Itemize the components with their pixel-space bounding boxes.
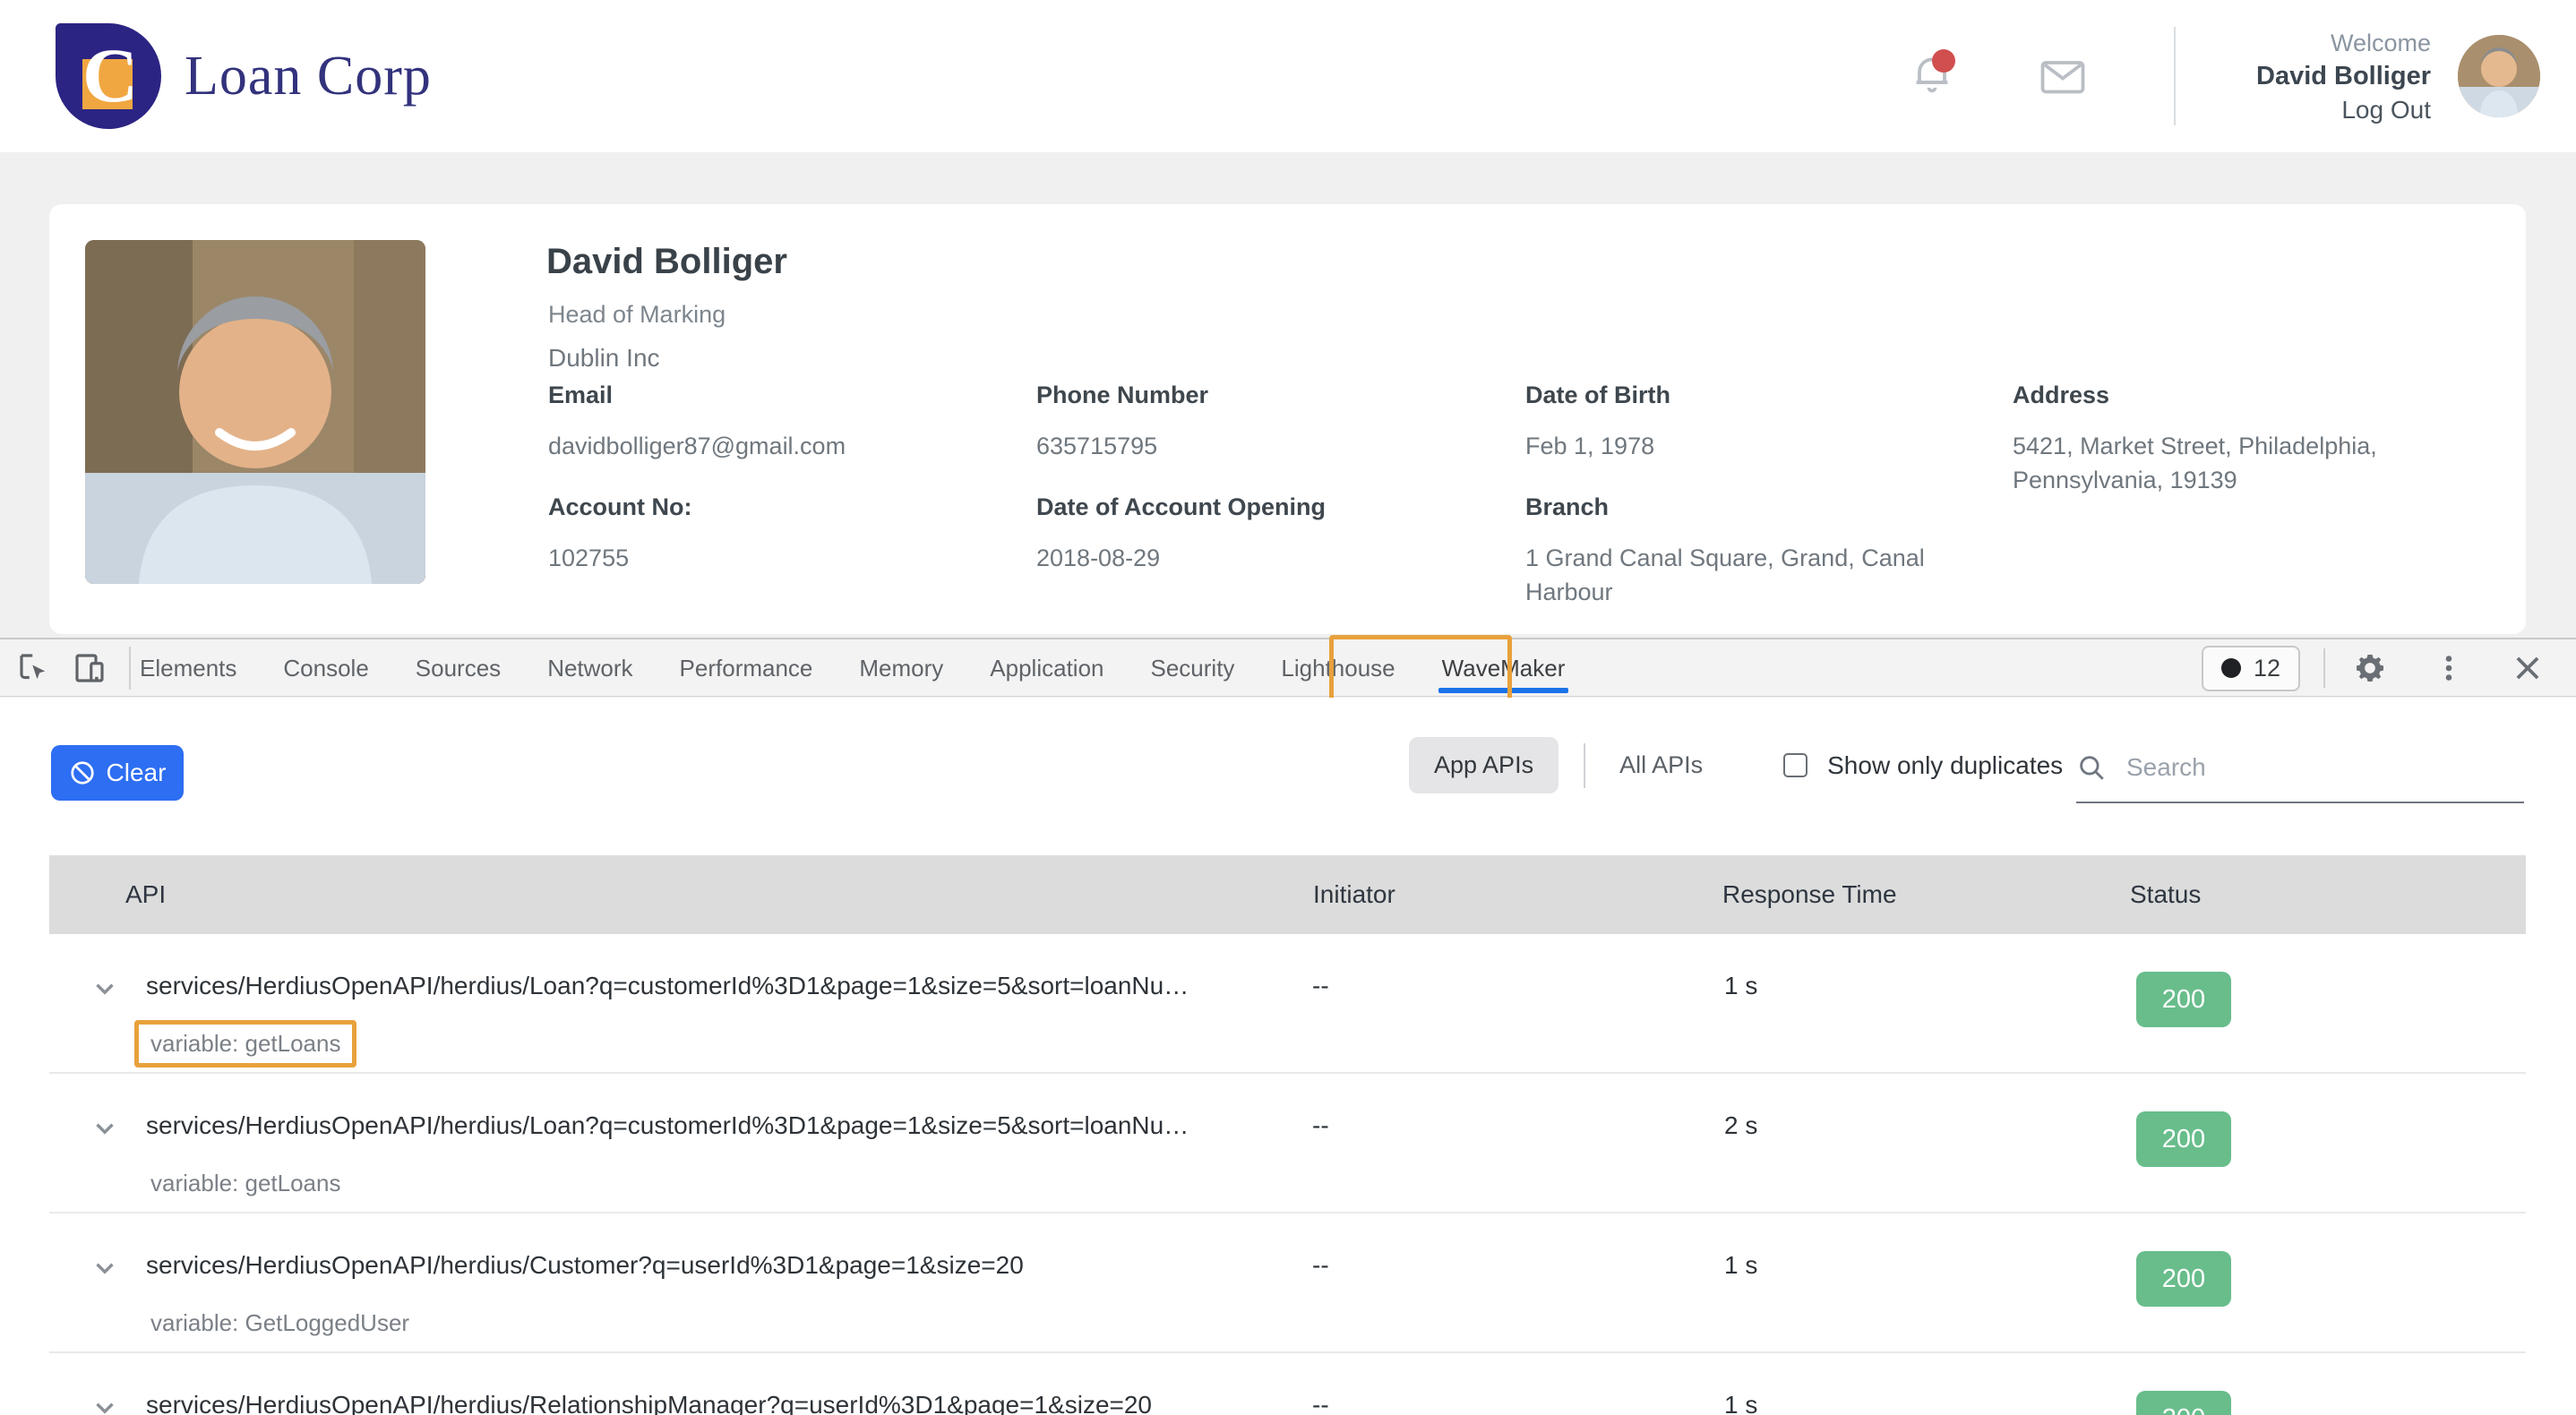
field-dob: Date of Birth Feb 1, 1978: [1525, 382, 1670, 459]
table-row[interactable]: services/HerdiusOpenAPI/herdius/Customer…: [49, 1213, 2526, 1353]
tab-performance[interactable]: Performance: [679, 654, 813, 682]
close-icon[interactable]: [2506, 647, 2549, 690]
api-variable: variable: GetLoggedUser: [150, 1309, 410, 1336]
chevron-down-icon[interactable]: [90, 1253, 120, 1288]
profile-photo: [85, 240, 425, 584]
inspect-element-icon[interactable]: [13, 647, 56, 690]
notifications-bell-icon[interactable]: [1903, 47, 1961, 105]
welcome-text: Welcome: [2330, 29, 2431, 56]
initiator-value: --: [1312, 1391, 1329, 1415]
devtools-tabs: Elements Console Sources Network Perform…: [116, 639, 1588, 697]
api-variable-annotated: variable: getLoans: [134, 1020, 357, 1068]
logout-link[interactable]: Log Out: [2341, 95, 2431, 124]
field-address: Address 5421, Market Street, Philadelphi…: [2013, 382, 2377, 493]
col-response-time: Response Time: [1722, 880, 1897, 908]
response-time-value: 1 s: [1724, 972, 1758, 999]
tab-lighthouse[interactable]: Lighthouse: [1281, 654, 1395, 682]
clear-button[interactable]: Clear: [51, 745, 184, 801]
response-time-value: 1 s: [1724, 1391, 1758, 1415]
search-input[interactable]: [2126, 753, 2485, 782]
mail-icon[interactable]: [2034, 47, 2091, 105]
field-branch: Branch 1 Grand Canal Square, Grand, Cana…: [1525, 493, 1925, 605]
response-time-value: 2 s: [1724, 1111, 1758, 1139]
initiator-value: --: [1312, 972, 1329, 999]
api-url: services/HerdiusOpenAPI/herdius/Customer…: [146, 1251, 1024, 1279]
api-url: services/HerdiusOpenAPI/herdius/Loan?q=c…: [146, 972, 1189, 999]
customer-profile-card: David Bolliger Head of Marking Dublin In…: [49, 204, 2526, 634]
initiator-value: --: [1312, 1111, 1329, 1139]
logo-icon: C: [56, 23, 161, 129]
chevron-down-icon[interactable]: [90, 1393, 120, 1415]
settings-gear-icon[interactable]: [2348, 647, 2391, 690]
api-table: API Initiator Response Time Status servi…: [49, 855, 2526, 1415]
status-badge: 200: [2136, 1251, 2231, 1307]
api-url: services/HerdiusOpenAPI/herdius/Loan?q=c…: [146, 1111, 1189, 1139]
chevron-down-icon[interactable]: [90, 1113, 120, 1148]
wavemaker-panel: Clear App APIs All APIs Show only duplic…: [0, 698, 2576, 1415]
table-row[interactable]: services/HerdiusOpenAPI/herdius/Loan?q=c…: [49, 934, 2526, 1074]
table-header: API Initiator Response Time Status: [49, 855, 2526, 934]
user-avatar[interactable]: [2458, 35, 2540, 117]
search-icon: [2080, 756, 2104, 780]
field-email: Email davidbolliger87@gmail.com: [548, 382, 846, 459]
field-account-opening: Date of Account Opening 2018-08-29: [1036, 493, 1326, 571]
tab-sources[interactable]: Sources: [415, 654, 502, 682]
initiator-value: --: [1312, 1251, 1329, 1279]
notification-dot: [1932, 49, 1955, 73]
col-initiator: Initiator: [1313, 880, 1395, 908]
header-divider: [2174, 27, 2176, 125]
filter-app-apis[interactable]: App APIs: [1409, 737, 1559, 793]
response-time-value: 1 s: [1724, 1251, 1758, 1279]
profile-name: David Bolliger: [546, 242, 787, 281]
tab-console[interactable]: Console: [283, 654, 369, 682]
tab-application[interactable]: Application: [990, 654, 1104, 682]
record-dot-icon: [2220, 658, 2241, 678]
chevron-down-icon[interactable]: [90, 973, 120, 1008]
api-variable: variable: getLoans: [150, 1170, 341, 1196]
toolbar-divider: [129, 647, 131, 690]
tab-network[interactable]: Network: [547, 654, 633, 682]
status-badge: 200: [2136, 972, 2231, 1027]
tab-security[interactable]: Security: [1150, 654, 1235, 682]
table-row[interactable]: services/HerdiusOpenAPI/herdius/Relation…: [49, 1353, 2526, 1415]
profile-company: Dublin Inc: [548, 344, 660, 372]
status-badge: 200: [2136, 1391, 2231, 1415]
logo[interactable]: C Loan Corp: [56, 23, 432, 129]
tab-wavemaker[interactable]: WaveMaker: [1419, 639, 1589, 697]
show-duplicates-toggle[interactable]: Show only duplicates: [1783, 751, 2063, 780]
table-row[interactable]: services/HerdiusOpenAPI/herdius/Loan?q=c…: [49, 1074, 2526, 1213]
profile-title: Head of Marking: [548, 301, 726, 328]
device-toolbar-icon[interactable]: [68, 647, 111, 690]
duplicates-checkbox[interactable]: [1783, 753, 1808, 777]
tab-memory[interactable]: Memory: [859, 654, 944, 682]
active-tab-underline: [1438, 688, 1569, 693]
filter-all-apis[interactable]: All APIs: [1619, 751, 1704, 778]
col-status: Status: [2130, 880, 2202, 908]
status-badge: 200: [2136, 1111, 2231, 1167]
logo-text: Loan Corp: [185, 45, 432, 107]
field-phone: Phone Number 635715795: [1036, 382, 1209, 459]
search-field[interactable]: [2076, 733, 2524, 803]
clear-slash-icon: [70, 761, 94, 785]
kebab-menu-icon[interactable]: [2427, 647, 2470, 690]
request-count-badge[interactable]: 12: [2201, 645, 2300, 691]
api-url: services/HerdiusOpenAPI/herdius/Relation…: [146, 1391, 1153, 1415]
header-user-name: David Bolliger: [2256, 61, 2431, 90]
logo-letter: C: [82, 32, 139, 118]
app-header: C Loan Corp Welcome David Bolliger Log O…: [0, 0, 2576, 152]
field-account-no: Account No: 102755: [548, 493, 692, 571]
tab-elements[interactable]: Elements: [140, 654, 237, 682]
devtools-tab-bar: Elements Console Sources Network Perform…: [0, 635, 2576, 703]
col-api: API: [125, 880, 167, 908]
